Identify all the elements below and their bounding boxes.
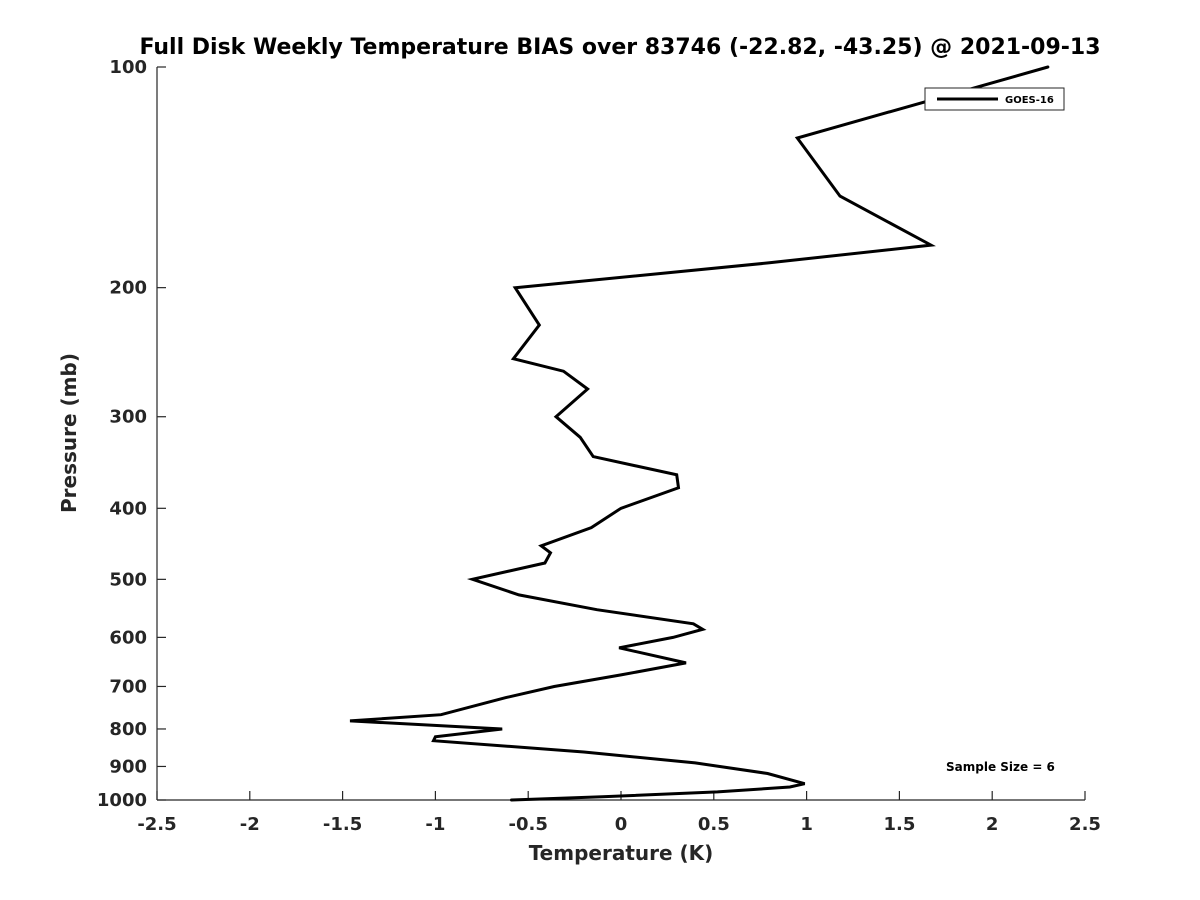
plot-area <box>156 67 1085 801</box>
x-tick-label: -2.5 <box>137 814 176 835</box>
y-tick-label: 300 <box>109 407 147 428</box>
x-tick-label: -1 <box>425 814 445 835</box>
x-tick-label: -1.5 <box>323 814 362 835</box>
sample-size-annotation: Sample Size = 6 <box>946 760 1055 774</box>
y-tick-label: 700 <box>109 676 147 697</box>
legend-label: GOES-16 <box>1005 95 1054 106</box>
y-tick-label: 400 <box>109 498 147 519</box>
y-tick-label: 200 <box>109 278 147 299</box>
x-tick-label: -2 <box>240 814 260 835</box>
y-tick-label: 600 <box>109 627 147 648</box>
x-tick-label: 1 <box>800 814 813 835</box>
legend: GOES-16 <box>924 87 1065 111</box>
y-tick-label: 500 <box>109 569 147 590</box>
x-ticks: -2.5 -2 -1.5 -1 -0.5 0 0.5 1 1.5 2 2.5 <box>137 791 1101 835</box>
x-axis-label: Temperature (K) <box>529 841 714 865</box>
series-layer <box>349 65 1050 802</box>
x-tick-label: -0.5 <box>509 814 548 835</box>
x-tick-label: 0 <box>615 814 628 835</box>
y-ticks: 100 200 300 400 500 600 700 800 900 1000 <box>97 57 166 811</box>
y-tick-label: 900 <box>109 756 147 777</box>
y-tick-label: 1000 <box>97 790 147 811</box>
x-tick-label: 0.5 <box>698 814 730 835</box>
y-tick-label: 800 <box>109 719 147 740</box>
chart-title: Full Disk Weekly Temperature BIAS over 8… <box>139 35 1100 60</box>
y-axis-label: Pressure (mb) <box>57 353 81 513</box>
series-line-goes-16 <box>349 65 1050 802</box>
x-tick-label: 1.5 <box>883 814 915 835</box>
y-tick-label: 100 <box>109 57 147 78</box>
x-tick-label: 2.5 <box>1069 814 1101 835</box>
x-tick-label: 2 <box>986 814 999 835</box>
